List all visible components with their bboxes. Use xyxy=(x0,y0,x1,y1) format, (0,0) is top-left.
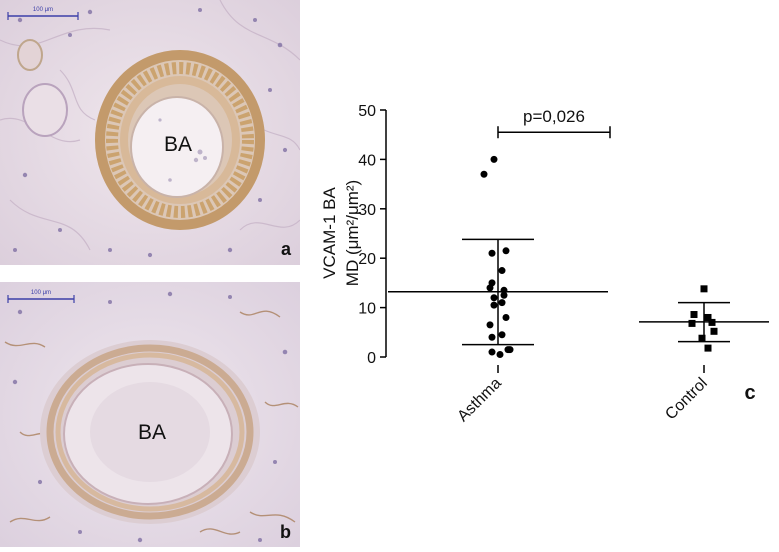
data-point-square xyxy=(688,319,696,327)
y-axis-label-line2: MD (μm²/μm²) xyxy=(343,180,362,286)
data-point-circle xyxy=(504,346,512,354)
x-tick-label: Asthma xyxy=(454,375,504,425)
data-point-circle xyxy=(480,170,488,178)
y-axis-label-line1: VCAM-1 BA xyxy=(320,187,339,279)
data-point-square xyxy=(700,285,708,293)
scale-bar-label: 100 μm xyxy=(31,290,51,296)
nuclei xyxy=(13,8,288,258)
y-tick-label: 0 xyxy=(367,350,376,367)
lumen-cells xyxy=(158,118,207,182)
data-point-circle xyxy=(498,267,506,275)
data-point-square xyxy=(708,318,716,326)
y-tick-label: 30 xyxy=(358,202,376,219)
micrograph-panel-b: 100 μm BA b xyxy=(0,282,300,547)
data-point-circle xyxy=(486,284,494,292)
data-point-square xyxy=(698,334,706,342)
data-point-square xyxy=(690,311,698,319)
data-point-square xyxy=(710,327,718,335)
y-tick-label: 10 xyxy=(358,301,376,318)
data-point-circle xyxy=(502,313,510,321)
p-value-label: p=0,026 xyxy=(523,107,585,126)
data-point-circle xyxy=(490,294,498,302)
lumen-label: BA xyxy=(138,421,166,444)
small-vessel xyxy=(17,39,68,137)
scale-bar-label: 100 μm xyxy=(33,7,53,13)
lumen-label: BA xyxy=(164,133,192,156)
panel-letter: c xyxy=(744,382,755,404)
data-point-circle xyxy=(502,247,510,255)
capillaries xyxy=(4,310,299,535)
data-point-circle xyxy=(500,291,508,299)
data-point-circle xyxy=(496,351,504,359)
data-point-circle xyxy=(498,331,506,339)
x-tick-label: Control xyxy=(662,375,710,423)
data-point-circle xyxy=(488,348,496,356)
panel-letter: a xyxy=(281,239,292,259)
data-point-circle xyxy=(488,333,496,341)
micrograph-panel-a: 100 μm BA a xyxy=(0,0,300,265)
nuclei xyxy=(12,291,288,543)
data-point-square xyxy=(704,344,712,352)
bronchiolar-artery-wall xyxy=(95,50,265,230)
y-tick-label: 40 xyxy=(358,152,376,169)
scatter-chart: 0 10 20 30 40 50 VCAM-1 BA MD (μm²/μm²) Asthma Co… xyxy=(305,0,779,547)
panel-letter: b xyxy=(280,522,291,542)
data-point-square xyxy=(704,313,712,321)
data-point-circle xyxy=(486,321,494,329)
data-point-circle xyxy=(500,286,508,294)
data-point-circle xyxy=(490,301,498,309)
y-tick-label: 20 xyxy=(358,251,376,268)
chart-canvas: 0 10 20 30 40 50 VCAM-1 BA MD (μm²/μm²) Asthma Co… xyxy=(320,103,769,425)
bronchiolar-artery-wall xyxy=(40,340,260,524)
data-point-circle xyxy=(490,155,498,163)
data-point-circle xyxy=(498,299,506,307)
y-tick-label: 50 xyxy=(358,103,376,120)
data-point-circle xyxy=(488,249,496,257)
